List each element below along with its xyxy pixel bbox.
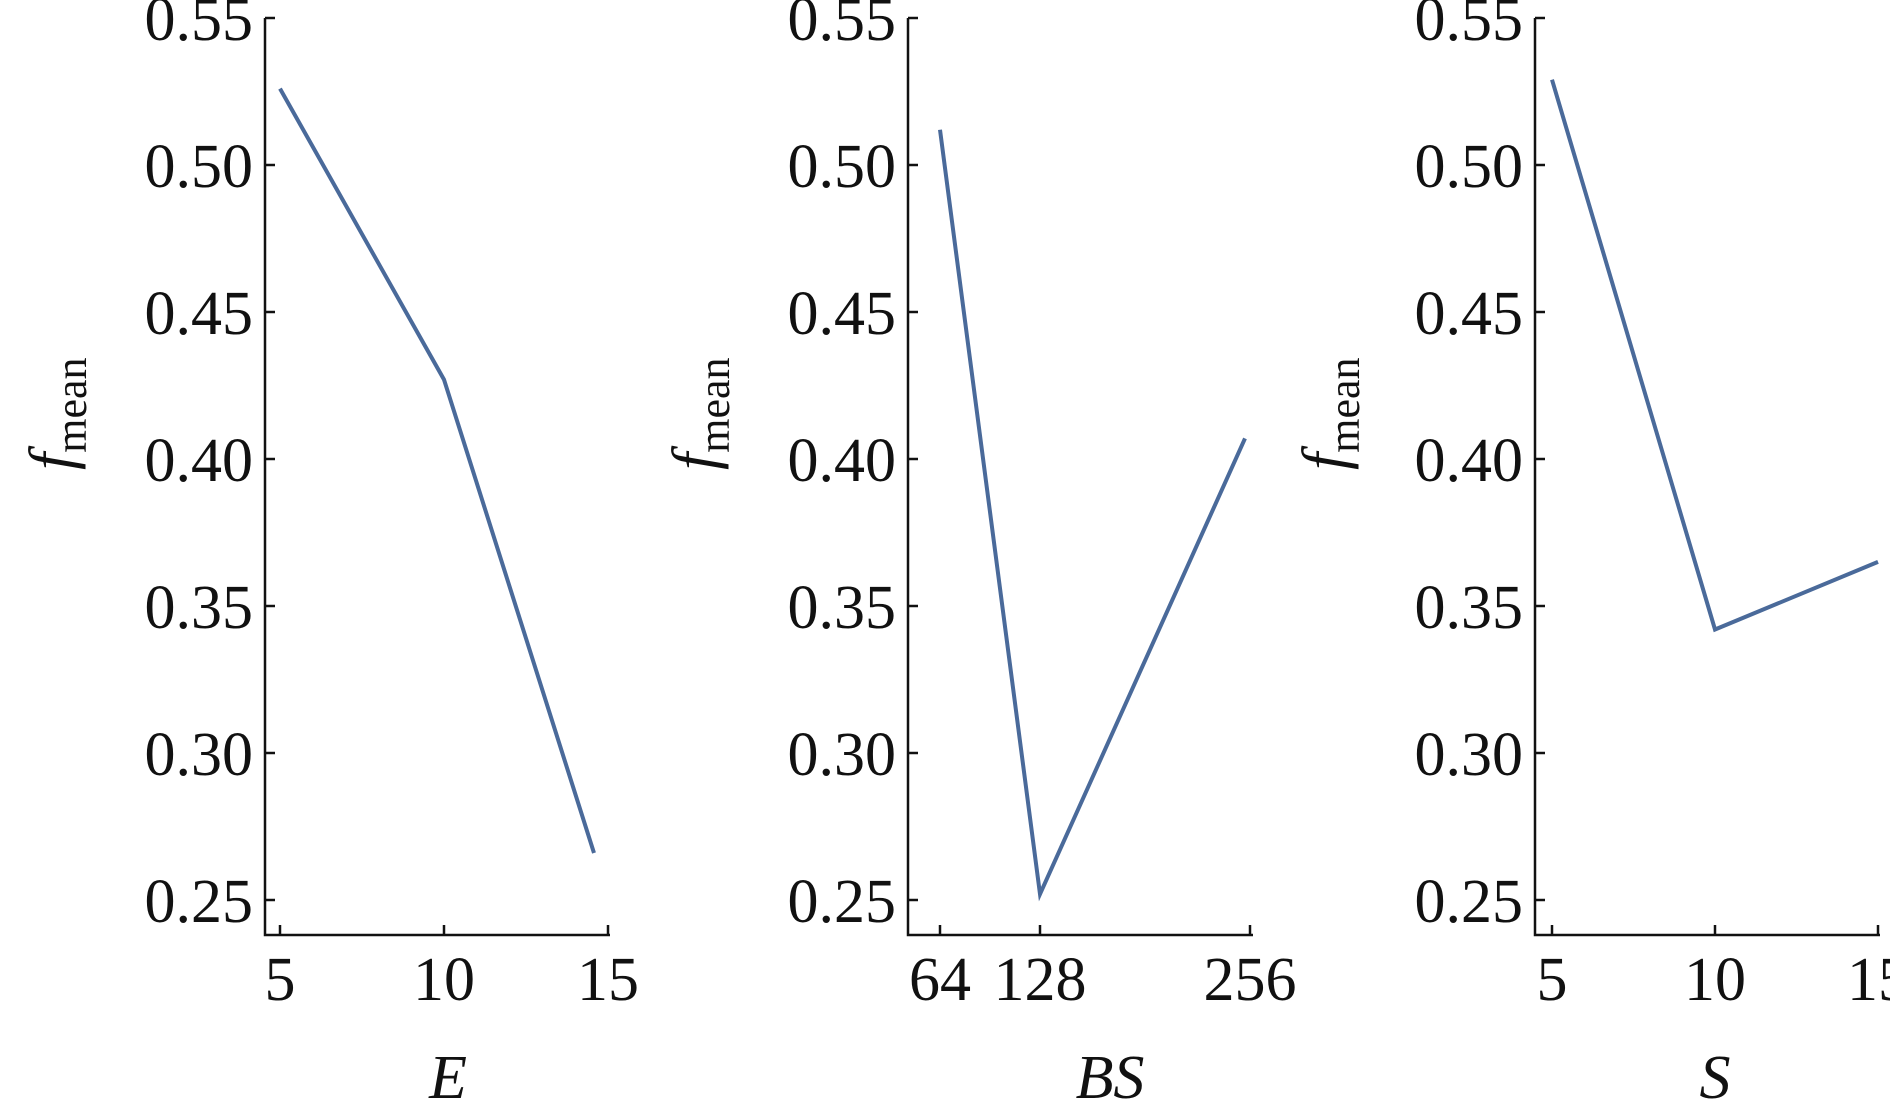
x-tick-label: 5 xyxy=(265,946,296,1014)
x-tick-label: 10 xyxy=(413,946,475,1014)
y-axis-label: fmean xyxy=(661,357,739,470)
y-axis-label-sub: mean xyxy=(1320,357,1369,452)
x-tick-label: 64 xyxy=(909,946,971,1014)
y-tick-label: 0.45 xyxy=(788,280,897,348)
y-axis-label: fmean xyxy=(18,357,96,470)
y-tick-label: 0.30 xyxy=(788,721,897,789)
x-tick-label: 10 xyxy=(1684,946,1746,1014)
y-tick-label: 0.25 xyxy=(145,868,254,936)
y-axis-label-sub: mean xyxy=(690,357,739,452)
series-line xyxy=(938,129,1247,902)
panel-s: fmean S 0.25 0.30 0.35 0.40 0.45 0.50 0.55 5 10 1… xyxy=(1291,0,1890,1112)
y-tick-label: 0.25 xyxy=(1415,868,1524,936)
axes-frame xyxy=(263,18,610,937)
y-tick-label: 0.55 xyxy=(1415,0,1524,54)
y-tick-label: 0.55 xyxy=(145,0,254,54)
y-tick-label: 0.40 xyxy=(145,427,254,495)
x-tick-label: 5 xyxy=(1537,946,1568,1014)
y-tick-label: 0.50 xyxy=(145,133,254,201)
x-axis-label: S xyxy=(1700,1044,1731,1112)
panel-bs: fmean BS 0.25 0.30 0.35 0.40 0.45 0.50 0.55 64 1… xyxy=(661,0,1297,1112)
y-tick-label: 0.30 xyxy=(145,721,254,789)
x-tick-label: 15 xyxy=(1847,946,1890,1014)
series-line xyxy=(1550,79,1879,633)
y-axis-label-sub: mean xyxy=(47,357,96,452)
y-tick-label: 0.40 xyxy=(1415,427,1524,495)
y-tick-label: 0.55 xyxy=(788,0,897,54)
y-tick-label: 0.45 xyxy=(145,280,254,348)
axes-frame xyxy=(906,18,1253,937)
y-tick-label: 0.30 xyxy=(1415,721,1524,789)
x-axis-label: E xyxy=(428,1044,467,1112)
y-tick-label: 0.35 xyxy=(788,574,897,642)
y-tick-label: 0.50 xyxy=(788,133,897,201)
y-tick-label: 0.25 xyxy=(788,868,897,936)
y-tick-label: 0.40 xyxy=(788,427,897,495)
series-line xyxy=(278,87,596,854)
y-tick-label: 0.35 xyxy=(1415,574,1524,642)
x-tick-label: 15 xyxy=(577,946,639,1014)
x-tick-label: 128 xyxy=(994,946,1087,1014)
x-axis-label: BS xyxy=(1076,1044,1145,1112)
y-tick-label: 0.45 xyxy=(1415,280,1524,348)
axes-frame xyxy=(1533,18,1880,937)
x-tick-label: 256 xyxy=(1204,946,1297,1014)
y-tick-label: 0.50 xyxy=(1415,133,1524,201)
y-axis-label: fmean xyxy=(1291,357,1369,470)
y-tick-label: 0.35 xyxy=(145,574,254,642)
panel-e: fmean E 0.25 0.30 0.35 0.40 0.45 0.50 0.55 5 10 1… xyxy=(18,0,639,1112)
